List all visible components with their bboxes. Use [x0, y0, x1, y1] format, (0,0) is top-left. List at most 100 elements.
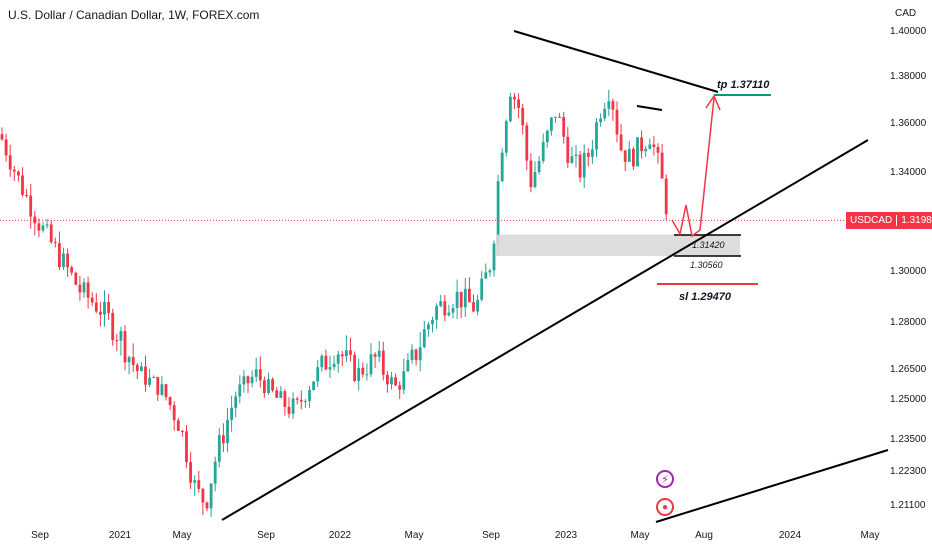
candle-body [103, 302, 106, 315]
ascending-trendline[interactable] [221, 139, 869, 521]
candle-body [381, 350, 385, 375]
time-tick-label: Sep [31, 530, 49, 541]
time-tick-label: May [173, 530, 192, 541]
candle-body [660, 152, 664, 179]
price-tick-label: 1.40000 [890, 26, 927, 37]
candle-body [435, 306, 438, 320]
candle-body [33, 216, 37, 224]
candle-body [152, 376, 156, 378]
candle-body [295, 398, 299, 400]
candle-body [406, 359, 410, 372]
price-tick-label: 1.21100 [890, 500, 926, 511]
price-axis: 1.40000 1.38000 1.36000 1.34000 1.30000 1.280… [890, 26, 927, 511]
candle-body [74, 272, 78, 285]
candle-body [414, 349, 418, 361]
candle-body [332, 363, 336, 368]
candle-body [418, 347, 422, 361]
candle-body [611, 101, 615, 110]
candle-body [443, 301, 447, 316]
candle-body [29, 195, 33, 217]
candle-body [316, 367, 320, 382]
descending-trendline[interactable] [513, 30, 719, 93]
candle-body [176, 420, 180, 431]
candle-body [115, 340, 119, 342]
time-tick-label: 2022 [329, 530, 352, 541]
lightning-icon[interactable]: ⚡ [656, 470, 674, 488]
candle-body [521, 107, 525, 126]
us-flag-icon[interactable]: ● [656, 498, 674, 516]
candle-body [8, 155, 12, 170]
candle-body [545, 130, 549, 143]
candle-body [299, 399, 303, 402]
candle-body [492, 243, 496, 271]
candle-body [283, 391, 287, 407]
time-tick-label: Sep [257, 530, 275, 541]
candle-body [615, 109, 619, 135]
projection-arrowhead [705, 94, 721, 111]
annotation-label: sl 1.29470 [679, 291, 732, 303]
candle-body [640, 137, 643, 152]
candle-body [82, 282, 86, 293]
candle-body [656, 147, 660, 153]
candle-body [21, 175, 24, 195]
candle-body [607, 101, 611, 109]
candle-body [476, 299, 479, 312]
price-tick-label: 1.38000 [890, 71, 927, 82]
candle-body [99, 311, 102, 315]
candle-body [168, 397, 172, 406]
candle-body [349, 350, 352, 355]
candle-body [209, 483, 213, 509]
candle-body [447, 312, 451, 316]
candle-body [185, 431, 188, 463]
candle-body [340, 354, 344, 357]
candle-body [135, 364, 139, 372]
candle-body [566, 136, 570, 163]
candle-body [373, 354, 377, 357]
candle-body [25, 194, 28, 196]
candle-body [58, 243, 61, 268]
candle-body [250, 376, 254, 384]
candle-body [205, 502, 209, 509]
candle-body [213, 461, 217, 484]
candle-body [37, 223, 41, 231]
drawings-group: tp 1.37110 1.31420 1.30560 sl 1.29470 [0, 30, 889, 523]
candle-body [345, 350, 348, 357]
resistance-segment[interactable] [636, 105, 663, 111]
candle-body [287, 406, 291, 414]
price-tick-label: 1.25000 [890, 394, 927, 405]
price-tick-label: 1.30000 [890, 266, 927, 277]
candle-body [172, 405, 176, 421]
candle-body [574, 154, 578, 157]
candle-body [189, 462, 192, 483]
candle-body [45, 224, 49, 226]
candle-body [529, 160, 533, 188]
candle-body [562, 117, 566, 137]
candle-body [648, 144, 652, 149]
candle-body [267, 379, 270, 394]
candle-body [480, 278, 484, 300]
time-tick-label: May [405, 530, 424, 541]
candle-body [263, 380, 266, 394]
candle-body [578, 154, 582, 178]
candle-body [111, 312, 115, 341]
candle-body [632, 148, 635, 167]
candle-body [525, 125, 529, 161]
candle-body [107, 302, 110, 313]
candle-body [4, 139, 8, 156]
candle-body [156, 376, 160, 395]
projection-path[interactable] [671, 97, 715, 238]
candle-body [234, 396, 238, 408]
price-tick-label: 1.23500 [890, 434, 927, 445]
candle-body [509, 96, 512, 122]
candle-body [459, 291, 463, 308]
candle-body [181, 430, 184, 432]
candle-body [537, 161, 541, 172]
candle-body [86, 282, 90, 298]
lower-trendline[interactable] [655, 449, 889, 523]
candle-body [402, 371, 406, 390]
candle-body [595, 122, 598, 150]
time-axis: Sep 2021 May Sep 2022 May Sep 2023 May Aug 2024 May [31, 530, 879, 541]
candle-body [246, 376, 250, 384]
candle-body [623, 150, 627, 162]
